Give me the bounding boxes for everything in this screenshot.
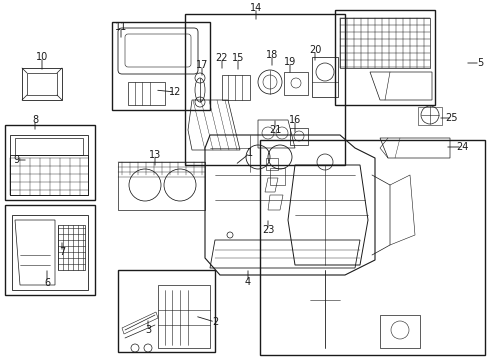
Text: 25: 25 [445, 113, 457, 123]
Text: 14: 14 [249, 3, 262, 13]
Text: 6: 6 [44, 278, 50, 288]
Text: 5: 5 [476, 58, 482, 68]
Text: 8: 8 [32, 115, 38, 125]
Text: 11: 11 [115, 22, 127, 32]
Bar [334, 10, 434, 105]
Bar [5, 205, 95, 295]
Text: 12: 12 [168, 87, 181, 97]
Text: 9: 9 [13, 155, 19, 165]
Text: 19: 19 [284, 57, 296, 67]
Bar [260, 140, 484, 355]
Text: 21: 21 [268, 125, 281, 135]
Text: 1: 1 [246, 148, 253, 158]
Text: 4: 4 [244, 277, 250, 287]
Text: 7: 7 [59, 247, 65, 257]
Bar [184, 14, 345, 165]
Text: 18: 18 [265, 50, 278, 60]
Bar [112, 22, 209, 110]
Bar [5, 125, 95, 200]
Text: 23: 23 [261, 225, 274, 235]
Bar [118, 270, 215, 352]
Text: 20: 20 [308, 45, 321, 55]
Text: 15: 15 [231, 53, 244, 63]
Text: 3: 3 [144, 325, 151, 335]
Text: 2: 2 [211, 317, 218, 327]
Text: 10: 10 [36, 52, 48, 62]
Text: 16: 16 [288, 115, 301, 125]
Text: 22: 22 [215, 53, 228, 63]
Text: 17: 17 [195, 60, 208, 70]
Text: 13: 13 [148, 150, 161, 160]
Text: 24: 24 [455, 142, 467, 152]
